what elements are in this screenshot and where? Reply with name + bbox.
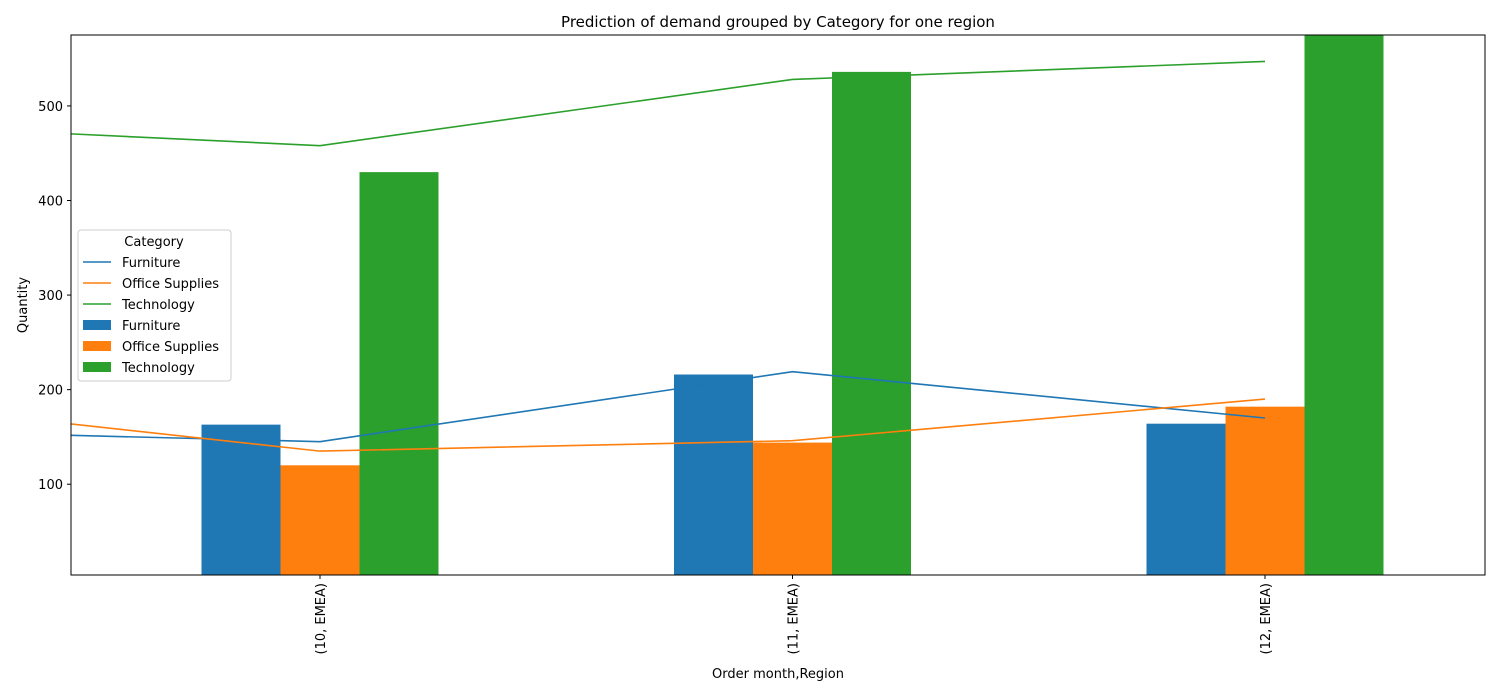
line-furniture (71, 370, 1266, 443)
legend-bar-swatch-3 (83, 320, 111, 330)
bar-office-supplies-2 (1225, 406, 1305, 575)
legend-label-3: Furniture (122, 319, 180, 334)
legend-label-5: Technology (121, 361, 195, 376)
bar-technology-2 (1304, 35, 1384, 575)
legend-title: Category (124, 235, 184, 250)
bars-layer (201, 35, 1384, 575)
bar-technology-1 (832, 71, 911, 575)
y-tick-label-100: 100 (38, 478, 63, 493)
bar-furniture-2 (1146, 423, 1226, 575)
x-tick-label-0: (10, EMEA) (314, 583, 329, 655)
chart-title: Prediction of demand grouped by Category… (561, 13, 995, 31)
x-tick-label-2: (12, EMEA) (1259, 583, 1274, 655)
legend-bar-swatch-5 (83, 362, 111, 372)
plot-frame (70, 34, 1486, 576)
x-tick-label-1: (11, EMEA) (787, 583, 802, 655)
legend-label-1: Office Supplies (122, 277, 219, 292)
y-tick-label-400: 400 (38, 194, 63, 209)
line-technology (71, 60, 1266, 147)
bar-office-supplies-0 (280, 465, 360, 575)
bar-furniture-0 (201, 424, 281, 575)
legend-bar-swatch-4 (83, 341, 111, 351)
y-axis: 100 200 300 400 500 (38, 100, 71, 493)
x-axis-label: Order month,Region (712, 667, 844, 682)
legend-label-0: Furniture (122, 256, 180, 271)
x-axis: (10, EMEA) (11, EMEA) (12, EMEA) (314, 575, 1274, 655)
y-tick-label-200: 200 (38, 384, 63, 399)
lines-layer (71, 60, 1266, 452)
legend: Category Furniture Office Supplies Technol… (77, 229, 232, 382)
legend-box (77, 229, 232, 382)
y-axis-label: Quantity (16, 277, 31, 333)
line-office-supplies (71, 398, 1266, 452)
y-tick-label-300: 300 (38, 289, 63, 304)
y-tick-label-500: 500 (38, 100, 63, 115)
bar-office-supplies-1 (753, 442, 832, 575)
bar-technology-0 (359, 172, 439, 575)
bar-furniture-1 (674, 374, 753, 575)
legend-label-2: Technology (121, 298, 195, 313)
legend-label-4: Office Supplies (122, 340, 219, 355)
